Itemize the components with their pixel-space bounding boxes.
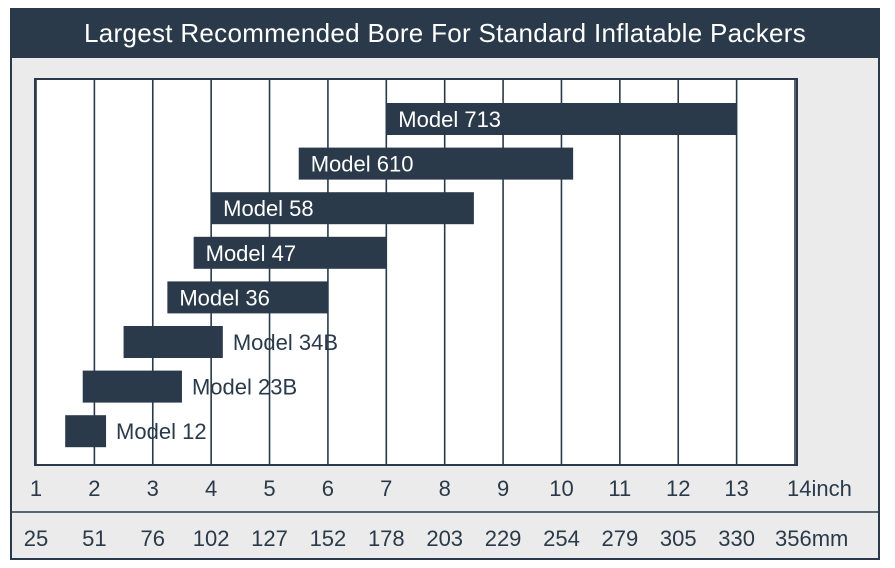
- mm-tick-label: 356mm: [775, 526, 848, 551]
- bar: [386, 103, 737, 135]
- mm-tick-label: 229: [485, 526, 522, 551]
- inch-tick-label: 1: [30, 476, 42, 501]
- bar-label: Model 58: [223, 196, 314, 221]
- bar: [82, 370, 182, 403]
- bar-label: Model 23B: [192, 375, 297, 400]
- mm-tick-label: 51: [82, 526, 106, 551]
- inch-tick-label: 14inch: [787, 476, 852, 501]
- bar: [65, 415, 107, 448]
- inch-axis: 1 2 3 4 5 6 7 8 9 10 11 12 13 14inch: [30, 476, 852, 501]
- inch-tick-label: 8: [439, 476, 451, 501]
- inch-tick-label: 5: [263, 476, 275, 501]
- mm-tick-label: 203: [426, 526, 463, 551]
- mm-tick-label: 152: [310, 526, 347, 551]
- bar-label: Model 34B: [233, 330, 338, 355]
- mm-tick-label: 330: [718, 526, 755, 551]
- mm-tick-label: 25: [24, 526, 48, 551]
- title-bar: Largest Recommended Bore For Standard In…: [10, 8, 880, 58]
- mm-tick-label: 76: [141, 526, 165, 551]
- inch-tick-label: 9: [497, 476, 509, 501]
- inch-tick-label: 3: [147, 476, 159, 501]
- bar-label: Model 36: [179, 285, 270, 310]
- bar-label: Model 47: [206, 241, 297, 266]
- inch-tick-label: 6: [322, 476, 334, 501]
- mm-tick-label: 127: [251, 526, 288, 551]
- bar: [298, 147, 574, 180]
- plot-background: [34, 78, 798, 466]
- inch-tick-label: 7: [380, 476, 392, 501]
- inch-tick-label: 12: [666, 476, 690, 501]
- inch-tick-label: 13: [724, 476, 748, 501]
- bar-label: Model 12: [116, 419, 207, 444]
- inch-tick-label: 10: [549, 476, 573, 501]
- bar: [123, 326, 223, 358]
- inch-tick-label: 2: [88, 476, 100, 501]
- mm-tick-label: 254: [543, 526, 580, 551]
- inch-tick-label: 11: [608, 476, 631, 501]
- mm-tick-label: 305: [660, 526, 697, 551]
- gridlines: [35, 79, 796, 465]
- mm-tick-label: 279: [601, 526, 638, 551]
- chart-title: Largest Recommended Bore For Standard In…: [83, 17, 807, 48]
- bar: [211, 192, 474, 225]
- bar: [193, 236, 387, 269]
- inch-tick-label: 4: [205, 476, 217, 501]
- mm-tick-label: 102: [193, 526, 230, 551]
- bars: Model 713 Model 610 Model 58 Model 47 Model …: [65, 103, 737, 448]
- bar-label: Model 713: [398, 107, 501, 132]
- mm-tick-label: 178: [368, 526, 405, 551]
- bar: [167, 281, 328, 314]
- bar-label: Model 610: [311, 152, 414, 177]
- mm-axis: 25 51 76 102 127 152 178 203 229 254 279 305 330 356m…: [24, 526, 849, 551]
